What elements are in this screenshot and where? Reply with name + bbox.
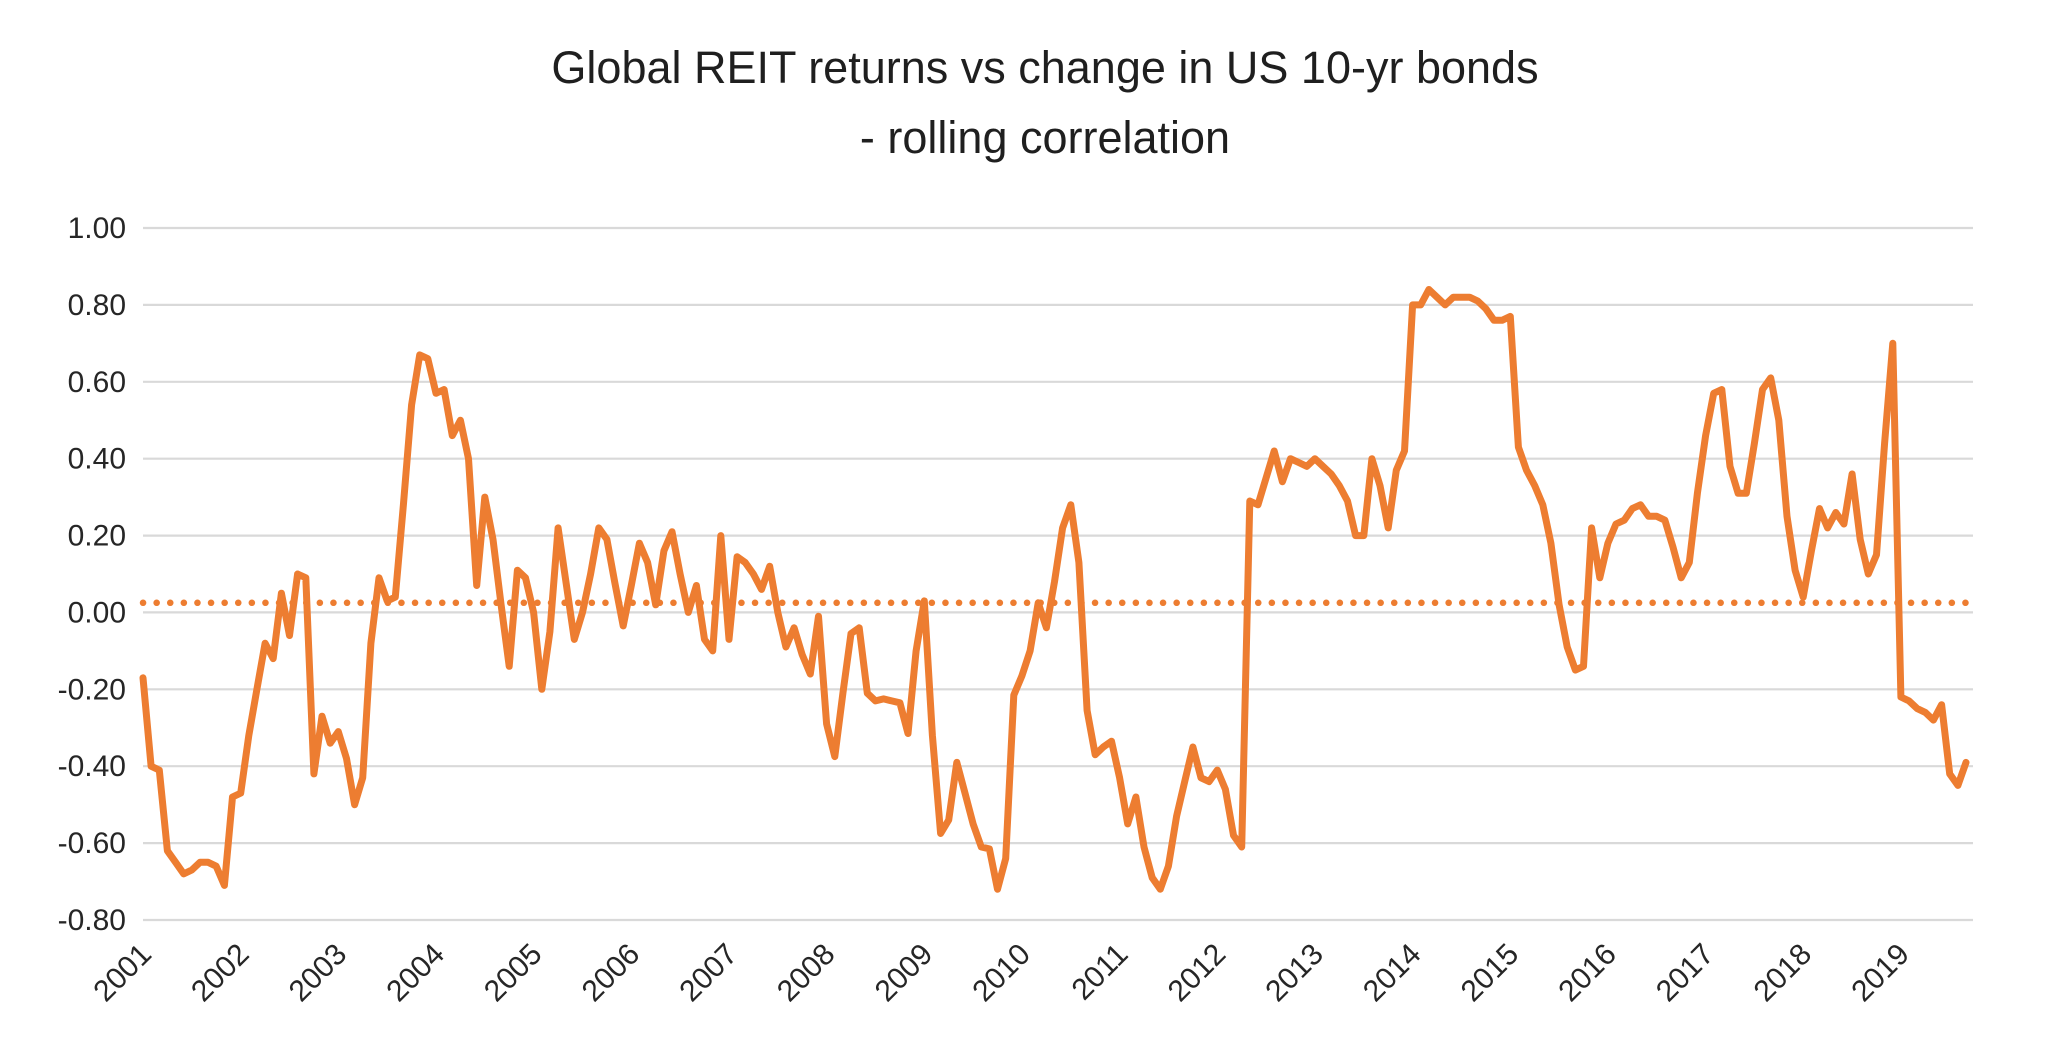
x-tick-label: 2002 — [185, 938, 256, 1009]
x-tick-label: 2016 — [1552, 938, 1623, 1009]
x-tick-label: 2015 — [1455, 938, 1526, 1009]
x-tick-label: 2005 — [478, 938, 549, 1009]
y-tick-label: 0.40 — [68, 443, 126, 476]
y-tick-label: -0.40 — [58, 750, 126, 783]
x-axis-tick-labels: 2001 2002 2003 2004 2005 2006 2007 2008 2009 2010… — [87, 938, 1915, 1009]
x-tick-label: 2019 — [1845, 938, 1916, 1009]
x-tick-label: 2017 — [1650, 938, 1721, 1009]
correlation-series-line — [139, 286, 1970, 893]
y-tick-label: 0.60 — [68, 366, 126, 399]
x-tick-label: 2010 — [966, 938, 1037, 1009]
y-tick-label: 1.00 — [68, 212, 126, 245]
x-tick-label: 2009 — [869, 938, 940, 1009]
x-tick-label: 2004 — [380, 938, 451, 1009]
x-tick-label: 2006 — [576, 938, 647, 1009]
x-tick-label: 2001 — [87, 938, 158, 1009]
x-tick-label: 2007 — [673, 938, 744, 1009]
chart-title-line1: Global REIT returns vs change in US 10-y… — [551, 42, 1538, 93]
x-tick-label: 2011 — [1066, 938, 1135, 1007]
series-layer — [139, 286, 1972, 893]
x-tick-label: 2008 — [771, 938, 842, 1009]
chart-title: Global REIT returns vs change in US 10-y… — [551, 42, 1538, 163]
x-tick-label: 2012 — [1162, 938, 1233, 1009]
y-tick-label: 0.20 — [68, 520, 126, 553]
y-tick-label: -0.80 — [58, 904, 126, 937]
y-tick-label: 0.00 — [68, 596, 126, 629]
x-tick-label: 2003 — [283, 938, 354, 1009]
y-axis-tick-labels: 1.00 0.80 0.60 0.40 0.20 0.00 -0.20 -0.40 -0.60 -… — [58, 212, 126, 937]
x-tick-label: 2014 — [1357, 938, 1428, 1009]
x-tick-label: 2018 — [1748, 938, 1819, 1009]
x-tick-label: 2013 — [1259, 938, 1330, 1009]
y-tick-label: -0.20 — [58, 673, 126, 706]
y-tick-label: -0.60 — [58, 827, 126, 860]
chart-title-line2: - rolling correlation — [860, 112, 1230, 163]
y-tick-label: 0.80 — [68, 289, 126, 322]
